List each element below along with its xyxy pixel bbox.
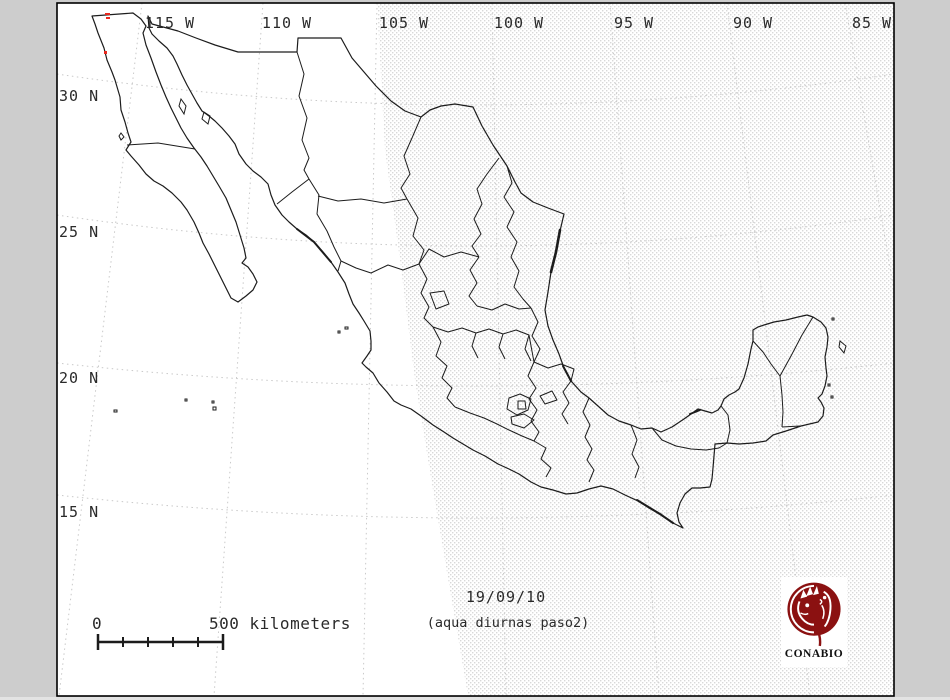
conabio-emblem-icon: [787, 582, 841, 647]
state-boundaries: [126, 51, 814, 483]
lon-label-90w: 90 W: [732, 14, 774, 32]
lon-label-100w: 100 W: [493, 14, 545, 32]
satellite-pass-label: (aqua diurnas paso2): [426, 615, 590, 631]
lat-label-30n: 30 N: [59, 87, 100, 105]
lon-label-95w: 95 W: [613, 14, 655, 32]
coast-accents: [296, 228, 701, 524]
fire-detection-dot: [106, 17, 110, 19]
fire-detection-dot: [104, 51, 107, 54]
fire-detection-dot: [105, 13, 110, 15]
map-date: 19/09/10: [465, 588, 547, 606]
scale-bar: [96, 634, 225, 650]
bottom-strip: [0, 697, 950, 700]
islands: [113, 97, 847, 413]
lon-label-110w: 110 W: [261, 14, 313, 32]
no-data-stipple-region: [377, 3, 894, 696]
scale-end-label: 500 kilometers: [209, 614, 351, 633]
lat-label-20n: 20 N: [59, 369, 100, 387]
lon-label-85w: 85 W: [851, 14, 893, 32]
conabio-logo: CONABIO: [781, 577, 847, 667]
lat-label-25n: 25 N: [59, 223, 100, 241]
map-frame: [56, 2, 895, 697]
lon-label-115w: 115 W: [144, 14, 196, 32]
graticule: [57, 3, 894, 696]
lon-label-105w: 105 W: [378, 14, 430, 32]
lat-label-15n: 15 N: [59, 503, 100, 521]
conabio-logo-text: CONABIO: [784, 648, 844, 660]
scale-start-label: 0: [92, 614, 102, 633]
